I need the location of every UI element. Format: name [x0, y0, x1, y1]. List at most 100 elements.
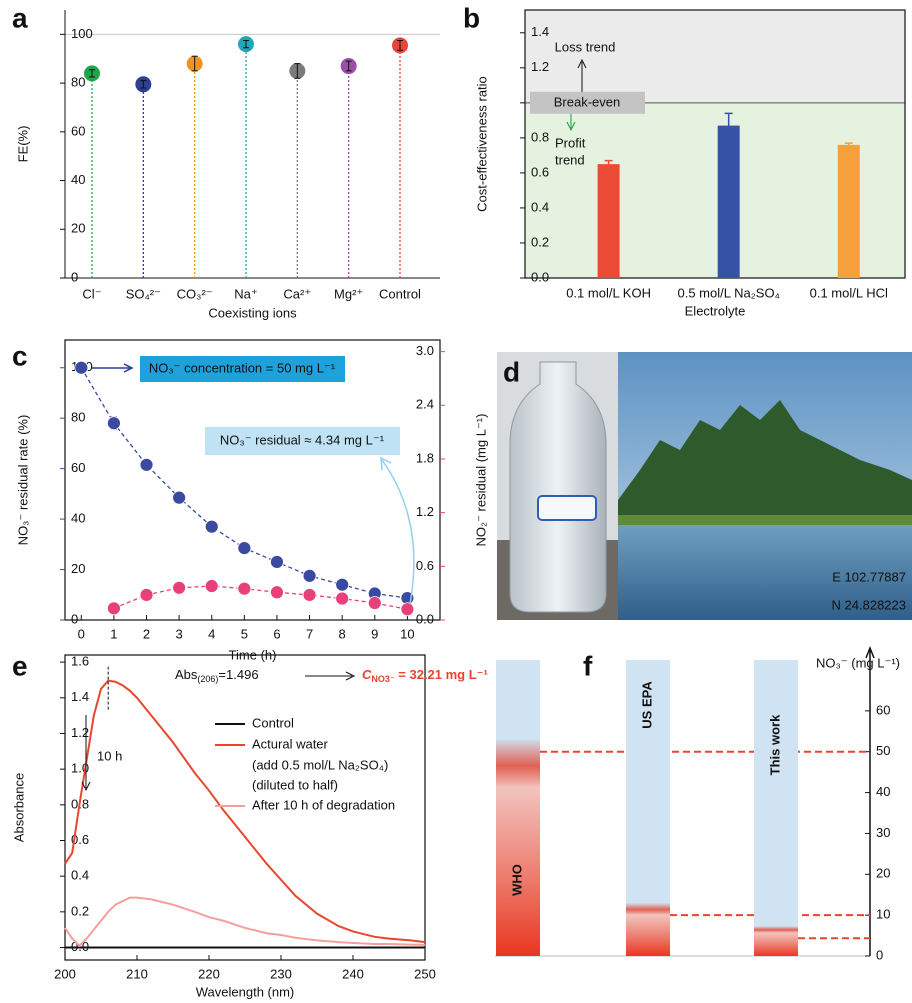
- loss-label: Loss trend: [555, 39, 616, 54]
- shore: [618, 515, 912, 525]
- x-tick-label: 0.5 mol/L Na₂SO₄: [678, 285, 780, 300]
- x-tick-label: 200: [54, 966, 76, 981]
- panel-label: f: [583, 650, 593, 681]
- y-tick-label: 40: [71, 511, 85, 526]
- y-tick-label: 0.0: [531, 269, 549, 284]
- panel-label: c: [12, 340, 28, 371]
- y-axis-label: Absorbance: [11, 773, 26, 842]
- point: [140, 588, 153, 601]
- coordinate: N 24.828223: [832, 597, 906, 612]
- x-tick-label: 0.1 mol/L HCl: [810, 285, 888, 300]
- y-tick-label: 60: [71, 123, 85, 138]
- y-tick-label: 0: [876, 947, 883, 962]
- column-background: [754, 660, 798, 956]
- y-axis-label: NO₃⁻ residual rate (%): [15, 415, 30, 546]
- y-tick-label: 100: [71, 26, 93, 41]
- panel-label: d: [503, 356, 520, 387]
- point: [107, 602, 120, 615]
- data-line: [65, 898, 425, 946]
- point: [238, 542, 251, 555]
- y-tick-label: 10: [876, 907, 890, 922]
- point: [270, 555, 283, 568]
- x-tick-label: 5: [241, 626, 248, 641]
- x-axis-label: Electrolyte: [685, 303, 746, 318]
- annotation-arrow: [381, 458, 414, 604]
- annotation-arrow: [92, 364, 132, 372]
- point: [303, 588, 316, 601]
- y-tick-label: 0.6: [416, 558, 434, 573]
- legend-label: After 10 h of degradation: [252, 797, 395, 812]
- column-label: US EPA: [639, 681, 654, 729]
- y-tick-label: 0.4: [71, 868, 89, 883]
- panel-label: e: [12, 650, 28, 681]
- point: [270, 586, 283, 599]
- y-tick-label: 0.2: [71, 903, 89, 918]
- abs-text: Abs: [175, 667, 198, 682]
- x-tick-label: 10: [400, 626, 414, 641]
- y-tick-label: 40: [876, 784, 890, 799]
- point: [336, 578, 349, 591]
- column-label: WHO: [509, 864, 524, 896]
- point: [205, 520, 218, 533]
- legend-label: Actural water: [252, 736, 329, 751]
- y-tick-label: 1.8: [416, 450, 434, 465]
- conc-subscript: NO3⁻: [371, 674, 395, 684]
- x-tick-label: 210: [126, 966, 148, 981]
- point: [173, 491, 186, 504]
- annotation: NO₃⁻ residual ≈ 4.34 mg L⁻¹: [220, 432, 385, 447]
- page: {"chart_data": [ {"type": "lollipop", "p…: [0, 0, 912, 1003]
- y-tick-label: 30: [876, 825, 890, 840]
- y-axis-label: FE(%): [15, 126, 30, 163]
- y-axis-label: Cost-effectiveness ratio: [474, 76, 489, 212]
- y-tick-label: 1.6: [71, 654, 89, 669]
- y-tick-label: 80: [71, 75, 85, 90]
- x-tick-label: 250: [414, 966, 436, 981]
- x-tick-label: 240: [342, 966, 364, 981]
- bottle: [510, 362, 606, 612]
- point: [205, 580, 218, 593]
- legend-label: Control: [252, 715, 294, 730]
- x-tick-label: Mg²⁺: [334, 286, 363, 301]
- x-tick-label: 220: [198, 966, 220, 981]
- y-tick-label: 20: [71, 561, 85, 576]
- point: [140, 458, 153, 471]
- conc-text: = 32.21 mg L⁻¹: [395, 667, 488, 682]
- y-tick-label: 80: [71, 410, 85, 425]
- bar: [598, 164, 620, 278]
- time-label: 10 h: [97, 748, 122, 763]
- x-tick-label: 2: [143, 626, 150, 641]
- y-tick-label: 1.2: [416, 504, 434, 519]
- x-tick-label: Ca²⁺: [283, 286, 311, 301]
- legend-note: (diluted to half): [252, 777, 338, 792]
- y-tick-label: 1.2: [531, 59, 549, 74]
- y-tick-label: 2.4: [416, 397, 434, 412]
- x-tick-label: 0: [78, 626, 85, 641]
- annotation: NO₃⁻ concentration = 50 mg L⁻¹: [149, 360, 336, 375]
- x-tick-label: Na⁺: [234, 286, 257, 301]
- point: [401, 603, 414, 616]
- y-tick-label: 0.8: [531, 129, 549, 144]
- annotation-arrow: [305, 672, 354, 680]
- y-tick-label: 0.0: [416, 611, 434, 626]
- point: [238, 582, 251, 595]
- y-tick-label: 40: [71, 172, 85, 187]
- y-tick-label: 20: [71, 221, 85, 236]
- point: [173, 581, 186, 594]
- data-line: [114, 586, 407, 609]
- profit-label: trend: [555, 152, 585, 167]
- profit-label: Profit: [555, 135, 586, 150]
- x-axis-label: Wavelength (nm): [196, 984, 295, 999]
- x-tick-label: 1: [110, 626, 117, 641]
- y-tick-label: 0.6: [531, 164, 549, 179]
- y-tick-label: 1.4: [71, 689, 89, 704]
- point: [303, 569, 316, 582]
- y-tick-label: 20: [876, 866, 890, 881]
- x-tick-label: 0.1 mol/L KOH: [566, 285, 651, 300]
- abs-annotation: Abs(206)=1.496: [175, 667, 259, 684]
- panel-label: b: [463, 2, 480, 33]
- y-tick-label: 60: [71, 460, 85, 475]
- point: [107, 417, 120, 430]
- x-tick-label: 4: [208, 626, 215, 641]
- column: [496, 740, 540, 956]
- legend-note: (add 0.5 mol/L Na₂SO₄): [252, 757, 388, 772]
